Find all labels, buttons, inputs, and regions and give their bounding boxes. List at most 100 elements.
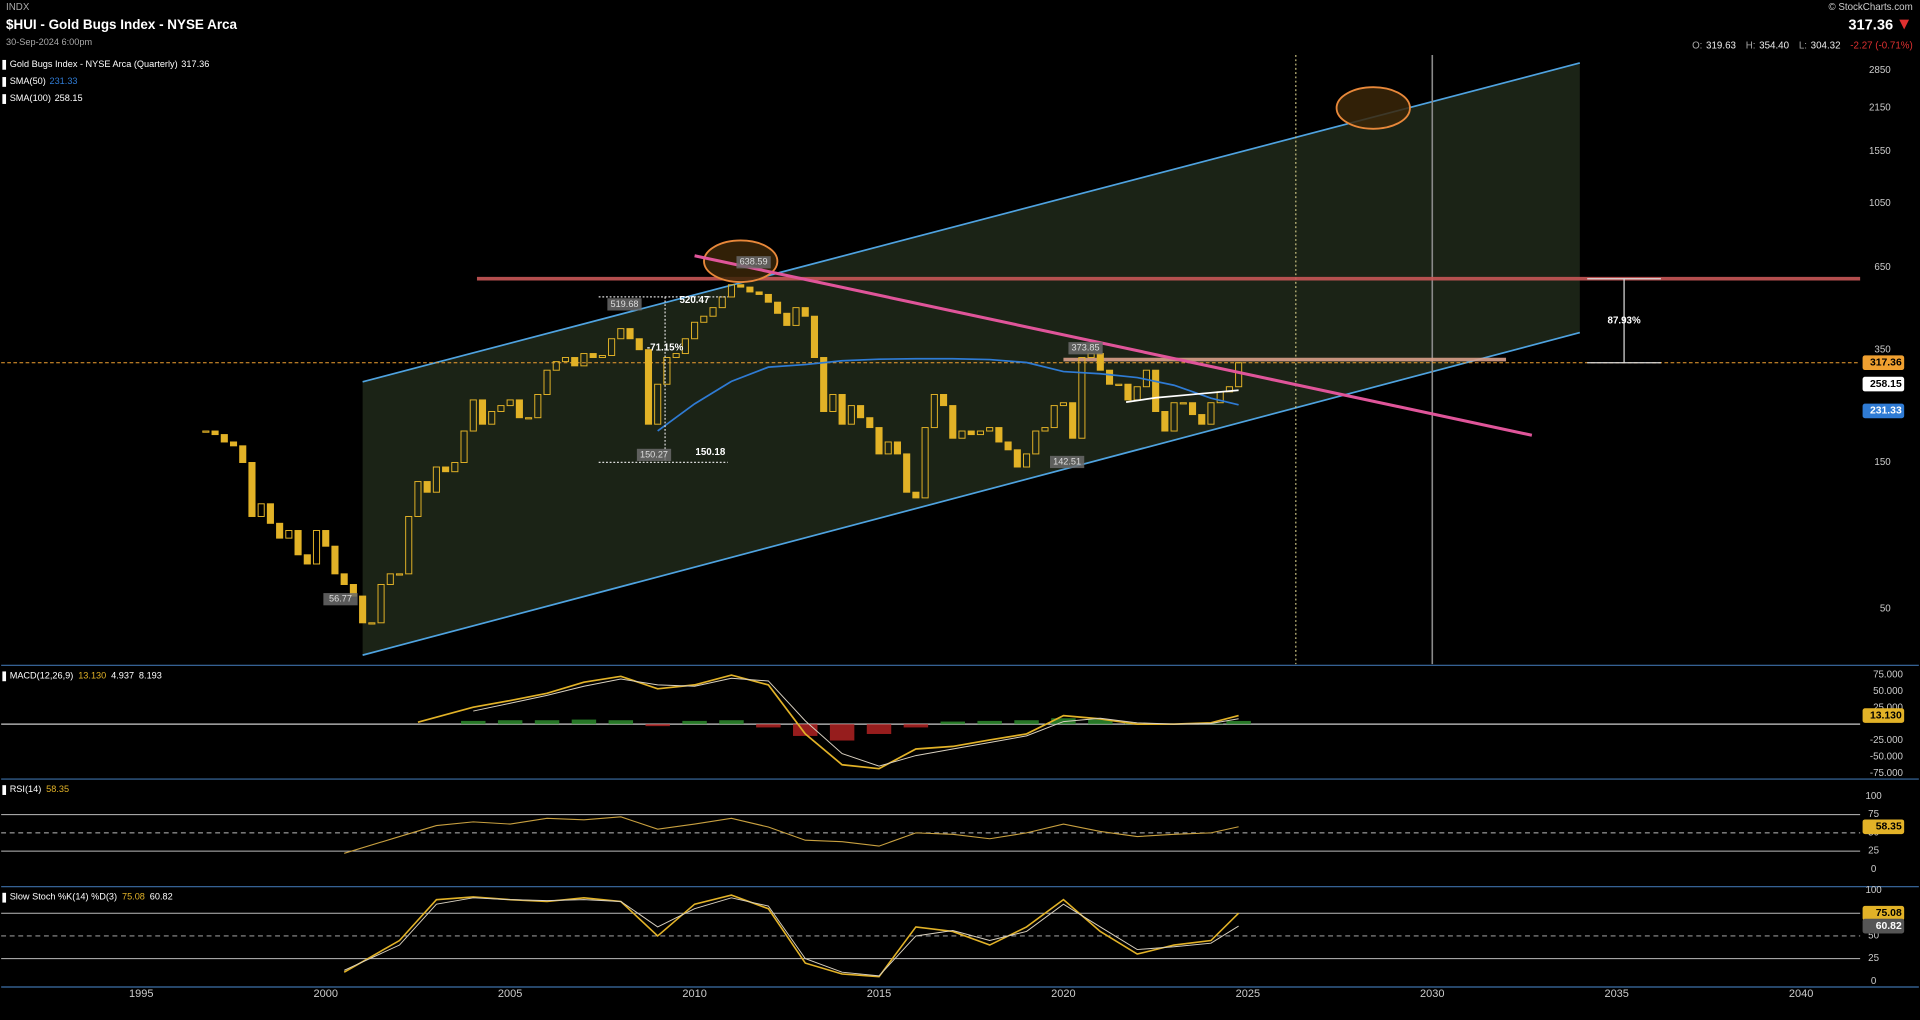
legend-entry: Gold Bugs Index - NYSE Arca (Quarterly) 3…	[10, 59, 210, 69]
legend-swatch	[2, 77, 7, 87]
quote-key: L:	[1799, 40, 1807, 51]
date: 30-Sep-2024 6:00pm	[6, 37, 92, 47]
candle	[1059, 402, 1067, 407]
candle	[893, 441, 901, 455]
candle	[497, 405, 505, 412]
candle	[248, 462, 256, 517]
value-box-label: 231.33	[1870, 406, 1902, 417]
measure-label: 87.93%	[1608, 315, 1641, 326]
quote-value: -2.27 (-0.71%)	[1850, 40, 1912, 51]
legend-entry: SMA(100) 258.15	[10, 93, 83, 103]
panel-legend: RSI(14) 58.35	[10, 784, 69, 794]
y-tick-label: 75.000	[1873, 670, 1903, 681]
candle	[912, 491, 920, 499]
price-label: 373.85	[1072, 343, 1100, 353]
value-box	[1862, 905, 1905, 921]
quote-key: O:	[1692, 40, 1702, 51]
value-box	[1862, 819, 1905, 835]
y-tick-label: 650	[1874, 262, 1891, 273]
y-tick-label: 1050	[1869, 198, 1891, 209]
legend-value: 258.15	[55, 93, 83, 103]
channel-edge	[362, 331, 1581, 656]
readout-value: 8.193	[139, 671, 162, 681]
candle	[1198, 414, 1206, 425]
candle	[709, 307, 717, 317]
candle	[976, 430, 984, 436]
histogram-bar	[461, 720, 486, 725]
candle	[810, 315, 819, 359]
quote-value: 319.63	[1706, 40, 1736, 51]
histogram-bar	[645, 724, 670, 727]
value-box	[1862, 355, 1905, 371]
candle	[986, 427, 994, 432]
candle	[488, 411, 496, 425]
candle	[1069, 402, 1077, 439]
x-tick-label: 2000	[313, 988, 337, 1000]
candle	[847, 405, 855, 425]
y-tick-label: 50	[1880, 603, 1891, 614]
candle	[1207, 402, 1215, 425]
price-label: 142.51	[1053, 456, 1081, 466]
indicator-line	[344, 897, 1239, 977]
x-tick-label: 1995	[129, 988, 153, 1000]
candle	[1023, 453, 1031, 468]
candle	[377, 584, 385, 624]
candle	[672, 353, 680, 359]
histogram-bar	[682, 720, 707, 725]
candle	[506, 399, 514, 407]
candle	[322, 530, 330, 547]
candle	[1179, 402, 1187, 405]
price-label-box	[636, 448, 672, 462]
panel-title: MACD(12,26,9)	[10, 671, 74, 681]
histogram-bar	[497, 720, 523, 725]
candle	[940, 393, 948, 407]
candle	[386, 573, 394, 585]
price-label: 56.77	[329, 594, 352, 604]
price-label: 638.59	[740, 257, 768, 267]
brand[interactable]: © StockCharts.com	[1828, 2, 1912, 13]
candle	[423, 481, 431, 493]
quote-key: H:	[1746, 40, 1756, 51]
candle	[561, 357, 570, 363]
value-box-label: 258.15	[1870, 379, 1902, 390]
candle	[737, 284, 745, 288]
candle	[866, 417, 874, 429]
sma-line	[657, 357, 1239, 432]
panel-title: Slow Stoch %K(14) %D(3)	[10, 892, 117, 902]
candle	[598, 355, 606, 359]
legend-name: Gold Bugs Index - NYSE Arca (Quarterly)	[10, 59, 178, 69]
price-label-box	[607, 298, 642, 311]
candle	[949, 405, 957, 439]
y-tick-label: 1550	[1869, 146, 1891, 157]
candle	[635, 338, 643, 351]
y-tick-label: 25.000	[1873, 702, 1903, 713]
candle	[469, 399, 477, 432]
candle	[801, 307, 809, 317]
y-tick-label: 75	[1868, 809, 1879, 820]
readout-value: 4.937	[111, 671, 134, 681]
candle	[663, 357, 671, 385]
candle	[681, 338, 689, 355]
panel-title: RSI(14)	[10, 784, 42, 794]
histogram-bar	[866, 724, 892, 734]
candle	[1115, 383, 1123, 386]
candle	[967, 430, 975, 436]
histogram-bar	[1088, 719, 1113, 725]
candle	[432, 466, 440, 493]
candle	[875, 427, 883, 455]
trendline	[694, 254, 1533, 437]
candle	[1004, 441, 1012, 451]
y-tick-label: -50.000	[1870, 751, 1904, 762]
candle	[580, 353, 588, 367]
candle	[368, 622, 376, 625]
legend-entry: SMA(50) 231.33	[10, 76, 78, 86]
y-tick-label: 2850	[1869, 65, 1891, 76]
candle	[1152, 369, 1160, 412]
y-tick-label: 50	[1868, 931, 1879, 942]
candle	[838, 393, 846, 425]
histogram-bar	[940, 721, 966, 725]
down-arrow	[1899, 19, 1910, 30]
y-tick-label: 100	[1865, 791, 1882, 802]
candle	[359, 595, 367, 624]
